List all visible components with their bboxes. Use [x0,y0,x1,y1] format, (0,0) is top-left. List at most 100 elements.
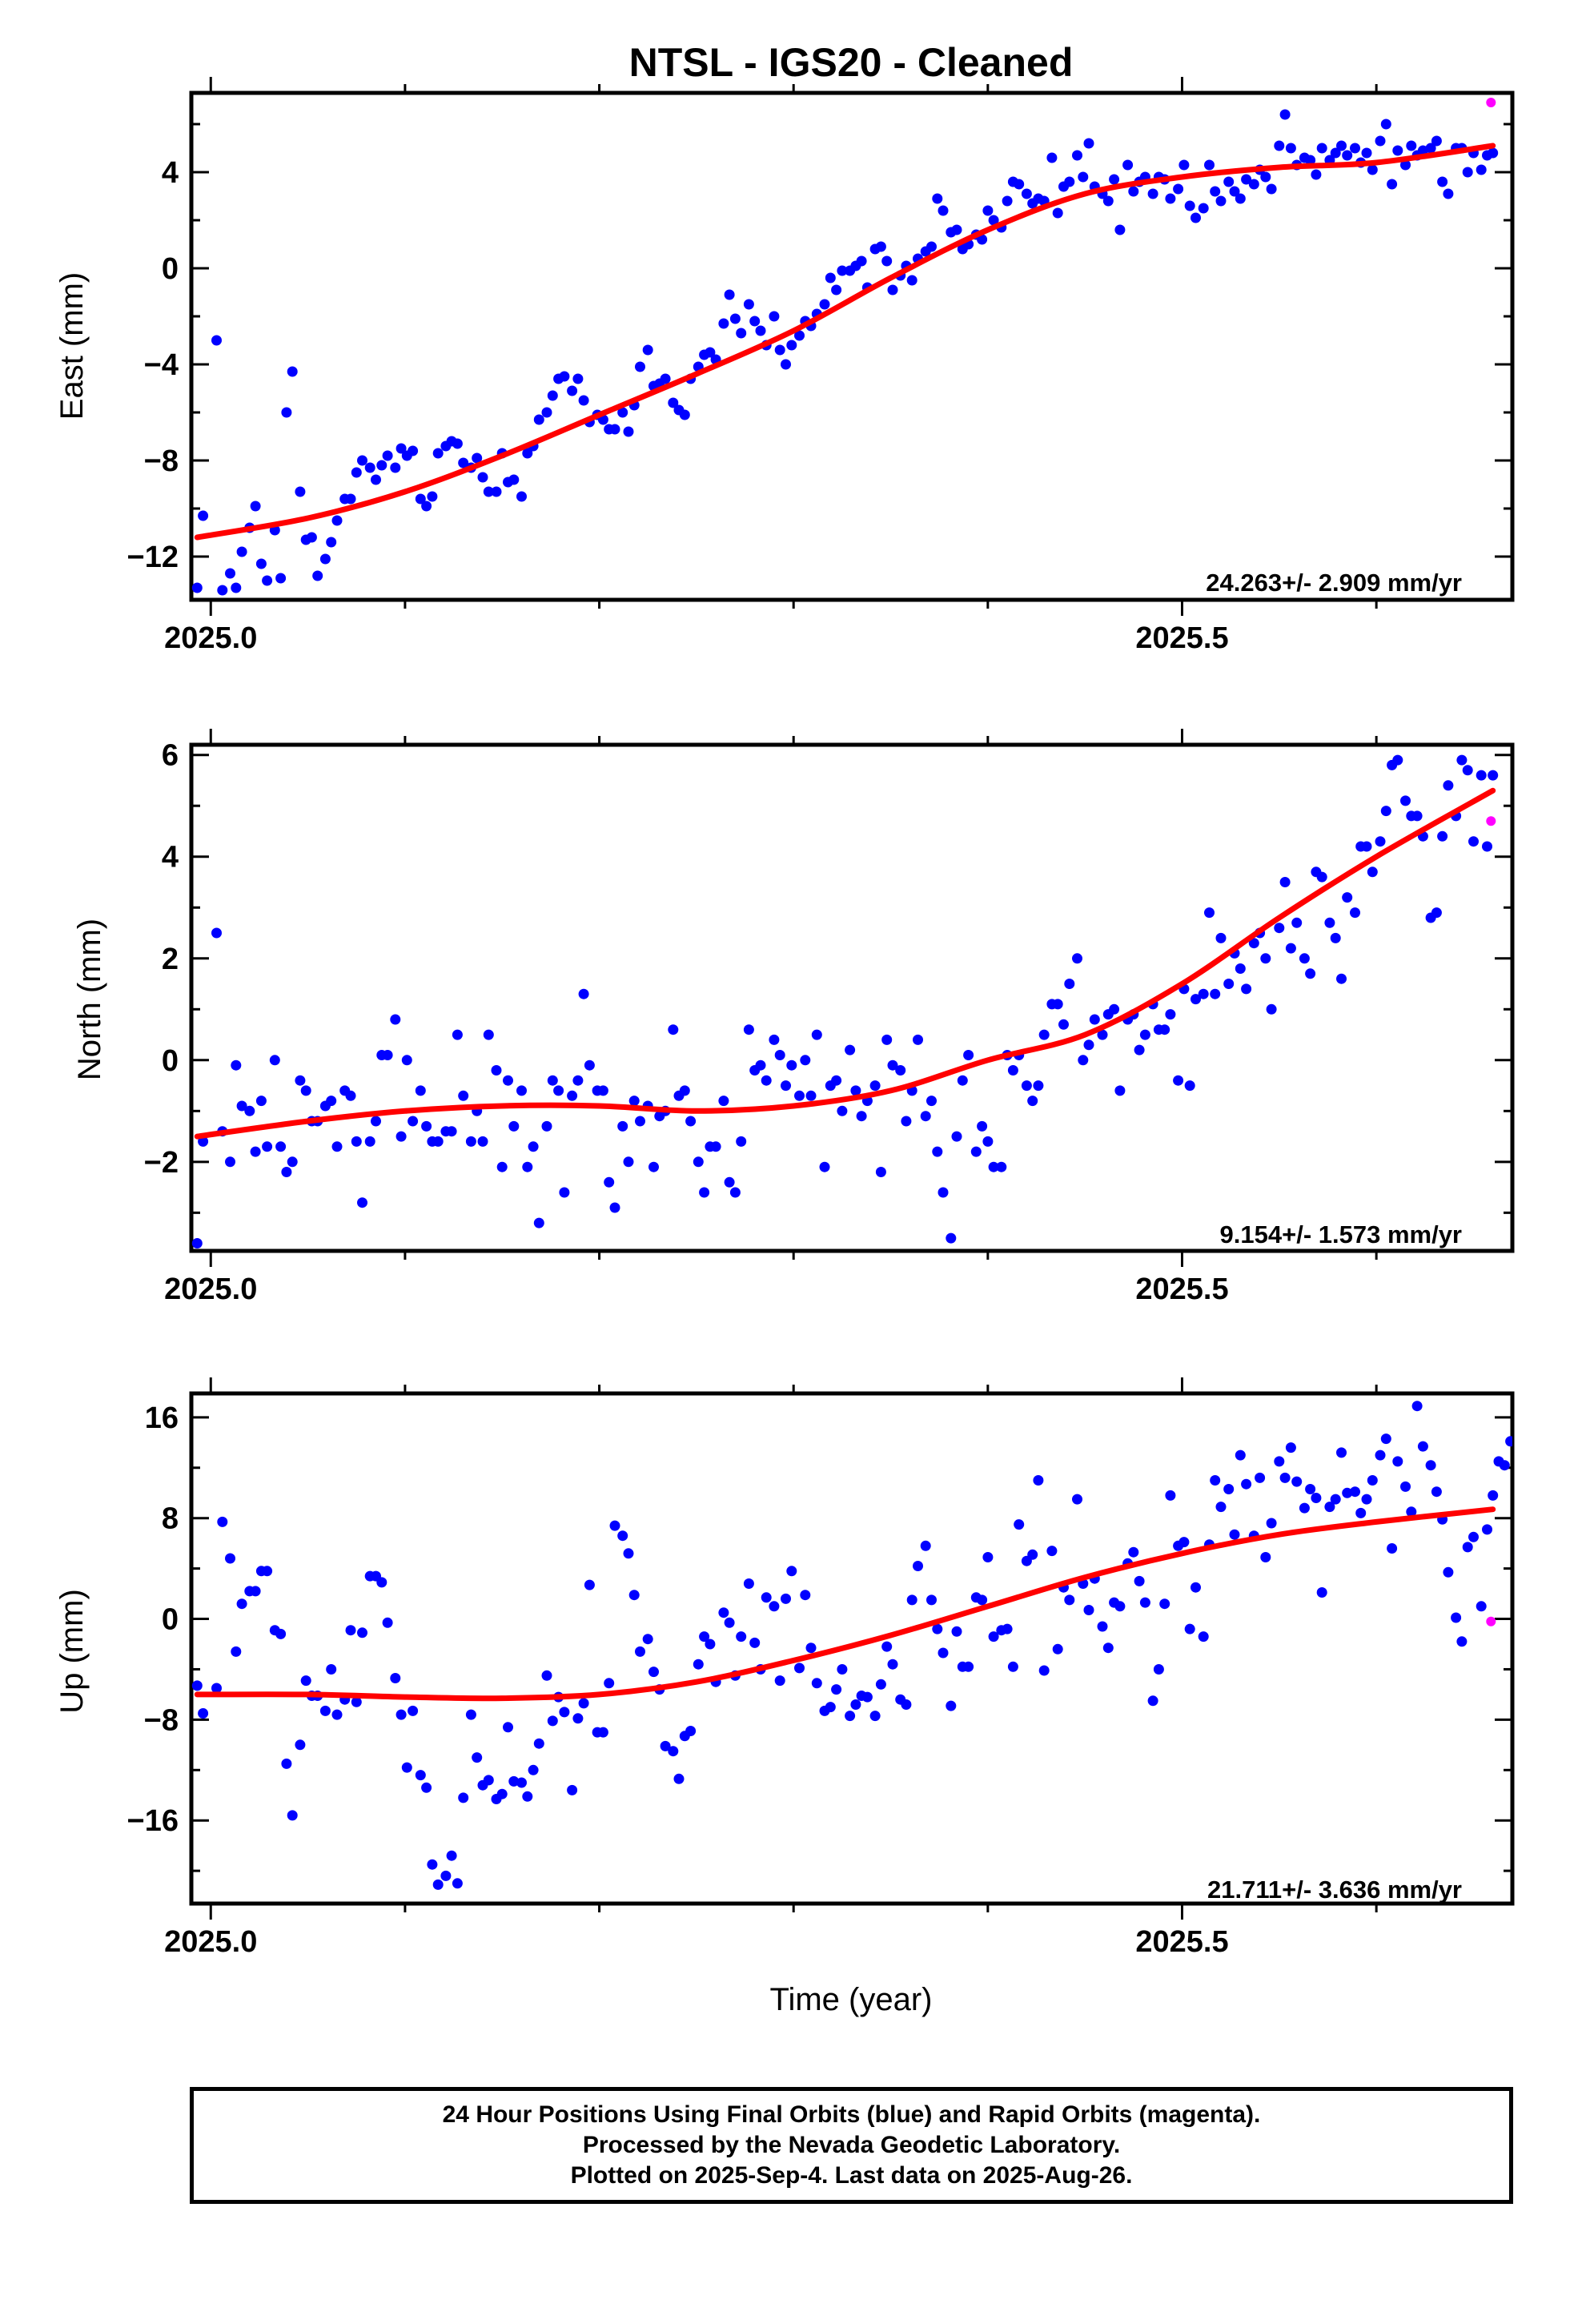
north-final-orbit-point [1027,1096,1038,1107]
east-final-orbit-point [483,486,494,497]
north-final-orbit-point [597,1085,608,1096]
up-final-orbit-point [1330,1494,1341,1505]
north-final-orbit-point [609,1202,620,1213]
north-final-orbit-point [211,927,222,939]
east-rate-label: 24.263+/- 2.909 mm/yr [1206,569,1462,597]
east-final-orbit-point [326,537,337,548]
north-final-orbit-point [371,1116,381,1127]
east-final-orbit-point [724,289,735,300]
x-axis-label: Time (year) [770,1982,933,2017]
up-final-orbit-point [668,1746,679,1757]
east-final-orbit-point [1002,195,1013,207]
up-y-tick-label: 8 [162,1502,179,1536]
up-final-orbit-point [522,1791,533,1802]
north-final-orbit-point [503,1075,513,1086]
east-final-orbit-point [1406,140,1417,151]
north-final-orbit-point [483,1029,494,1040]
east-final-orbit-point [1350,143,1360,154]
north-final-orbit-point [1468,836,1479,847]
north-final-orbit-point [736,1136,747,1147]
footer-line-2: Processed by the Nevada Geodetic Laborat… [582,2132,1121,2158]
up-final-orbit-point [920,1540,931,1551]
north-final-orbit-point [1342,892,1353,903]
up-final-orbit-point [382,1617,393,1628]
north-final-orbit-point [996,1161,1007,1172]
up-final-orbit-point [1367,1475,1378,1486]
up-final-orbit-point [1417,1441,1428,1452]
north-final-orbit-point [710,1141,721,1152]
east-final-orbit-point [794,330,805,341]
east-final-orbit-point [1279,109,1291,120]
up-final-orbit-point [458,1792,469,1803]
east-final-orbit-point [1316,143,1327,154]
east-final-orbit-point [875,241,886,252]
up-rapid-orbit-point [1486,1616,1496,1626]
east-final-orbit-point [1078,171,1089,183]
east-plot-frame [189,90,1515,602]
up-final-orbit-point [1305,1484,1316,1494]
east-final-orbit-point [319,553,331,565]
north-final-orbit-point [191,1238,203,1248]
north-x-tick-label: 2025.0 [164,1273,257,1306]
north-final-orbit-point [845,1044,856,1055]
east-y-tick-label: −4 [144,348,179,382]
up-final-orbit-point [465,1709,476,1720]
east-final-orbit-point [1274,140,1285,151]
up-final-orbit-point [432,1879,444,1890]
up-final-orbit-point [1406,1506,1417,1518]
north-final-orbit-point [774,1050,785,1060]
up-final-orbit-point [198,1708,209,1719]
up-final-orbit-point [705,1638,716,1650]
north-final-orbit-point [1350,907,1360,919]
north-final-orbit-point [800,1055,811,1066]
up-final-orbit-point [390,1673,401,1683]
up-final-orbit-point [617,1530,628,1542]
north-final-orbit-point [452,1029,463,1040]
north-final-orbit-point [769,1034,780,1045]
east-final-orbit-point [312,570,323,581]
up-final-orbit-point [837,1664,848,1675]
east-fit-line [194,143,1496,541]
east-final-orbit-point [351,467,362,478]
north-final-orbit-point [648,1161,659,1172]
east-final-orbit-point [837,265,848,276]
north-final-orbit-point [1173,1075,1184,1086]
north-final-orbit-point [491,1065,502,1076]
north-final-orbit-point [743,1024,754,1035]
up-final-orbit-point [1191,1582,1201,1593]
up-final-orbit-point [567,1784,578,1795]
east-final-orbit-point [541,407,552,418]
up-final-orbit-point [508,1775,520,1787]
up-final-orbit-point [326,1664,337,1675]
north-final-orbit-point [1089,1014,1100,1025]
north-final-orbit-point [1215,932,1227,943]
up-final-orbit-point [1027,1549,1038,1560]
up-plot-frame [189,1391,1515,1906]
east-final-orbit-point [295,486,306,497]
north-final-orbit-point [401,1055,412,1066]
east-final-orbit-point [1443,188,1454,199]
north-final-orbit-point [496,1161,508,1172]
east-final-orbit-point [547,390,558,401]
north-final-orbit-point [465,1136,476,1147]
up-final-orbit-point [977,1594,988,1606]
east-final-orbit-point [508,474,520,485]
east-final-orbit-point [755,325,766,336]
north-final-orbit-point [938,1187,949,1198]
up-final-orbit-point [597,1727,608,1738]
east-final-orbit-point [926,241,937,252]
up-final-orbit-point [516,1777,527,1788]
up-final-orbit-point [869,1711,881,1722]
north-final-orbit-point [477,1136,488,1147]
up-final-orbit-point [781,1593,791,1604]
east-final-orbit-point [1375,135,1386,147]
east-final-orbit-point [831,284,842,296]
north-final-orbit-point [458,1090,469,1101]
up-final-orbit-point [635,1646,645,1657]
north-final-orbit-point [408,1116,419,1127]
east-rapid-orbit-point [1486,98,1496,107]
north-final-orbit-point [415,1085,426,1096]
north-final-orbit-point [963,1050,974,1060]
north-final-orbit-point [390,1014,401,1025]
